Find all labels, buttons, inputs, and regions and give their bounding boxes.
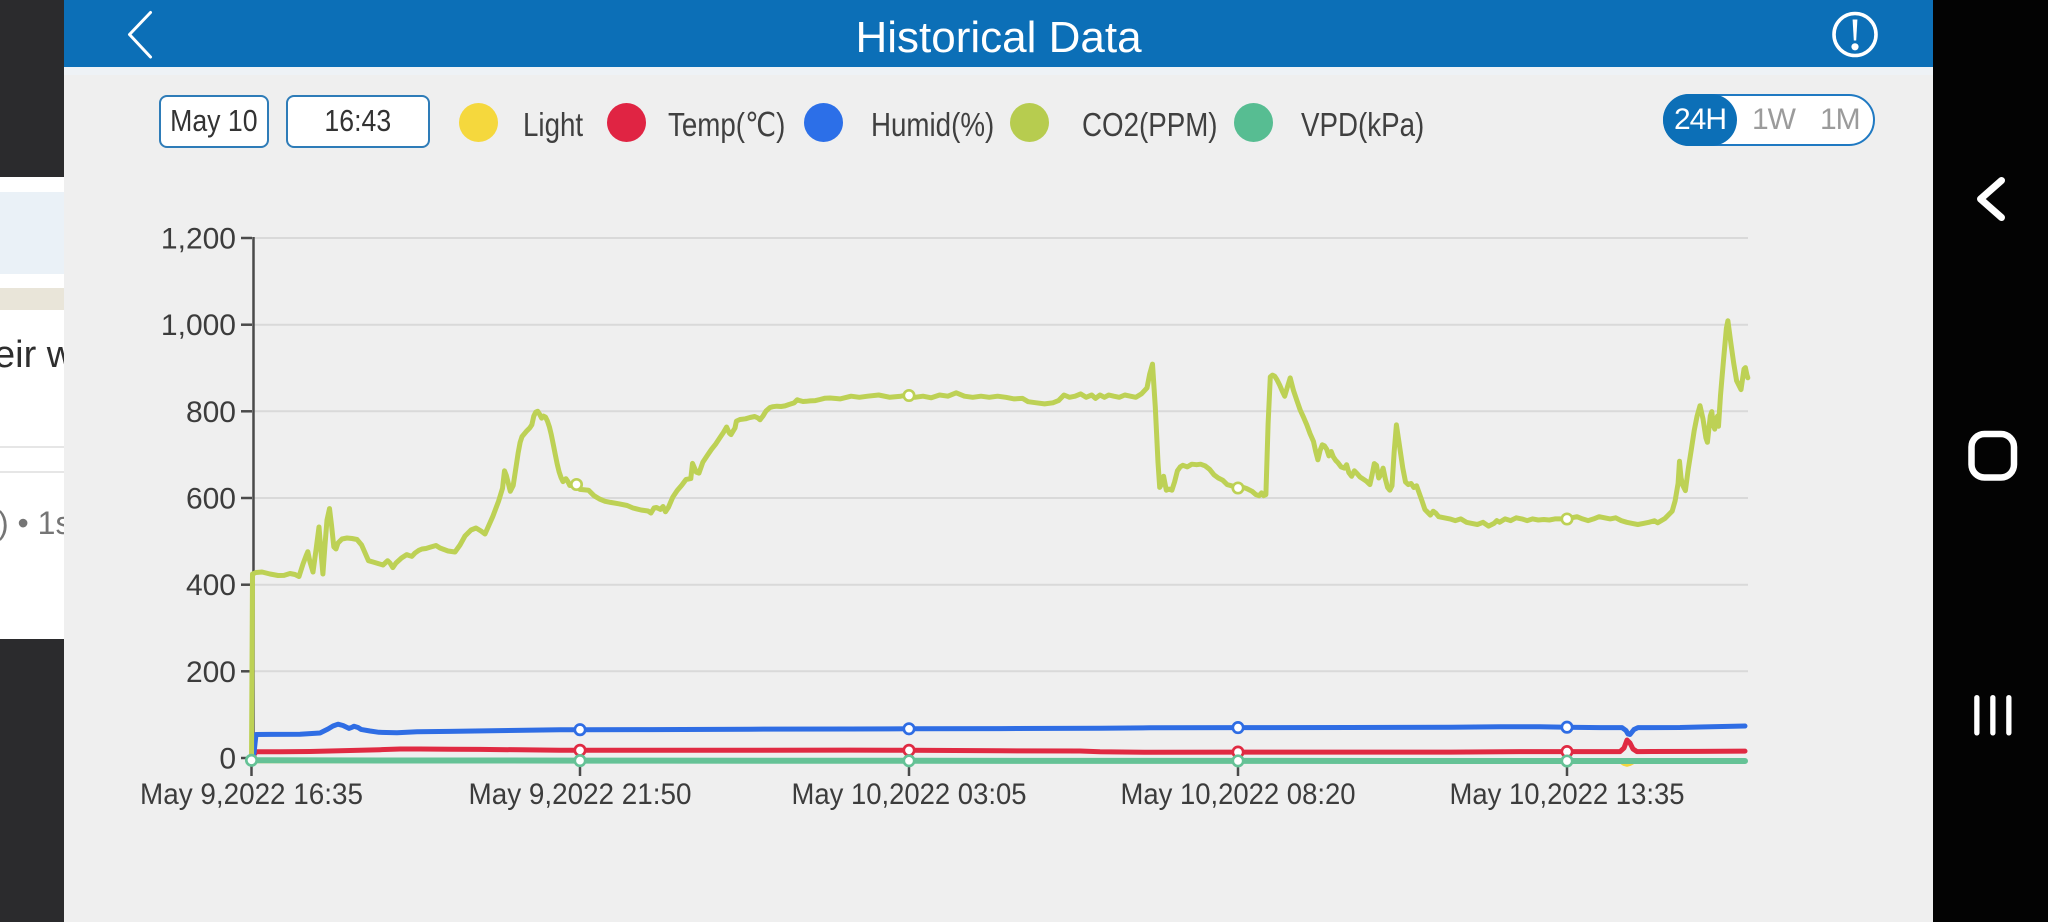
svg-text:May 10,2022 08:20: May 10,2022 08:20	[1121, 778, 1356, 811]
svg-text:800: 800	[186, 396, 236, 429]
svg-text:200: 200	[186, 656, 236, 689]
svg-text:1,000: 1,000	[161, 309, 236, 342]
svg-text:0: 0	[219, 743, 236, 776]
svg-text:400: 400	[186, 569, 236, 602]
svg-text:May 9,2022 21:50: May 9,2022 21:50	[469, 778, 692, 811]
svg-text:May 9,2022 16:35: May 9,2022 16:35	[140, 778, 363, 811]
svg-text:May 10,2022 13:35: May 10,2022 13:35	[1450, 778, 1685, 811]
svg-text:May 10,2022 03:05: May 10,2022 03:05	[792, 778, 1027, 811]
svg-text:600: 600	[186, 483, 236, 516]
svg-text:1,200: 1,200	[161, 223, 236, 256]
